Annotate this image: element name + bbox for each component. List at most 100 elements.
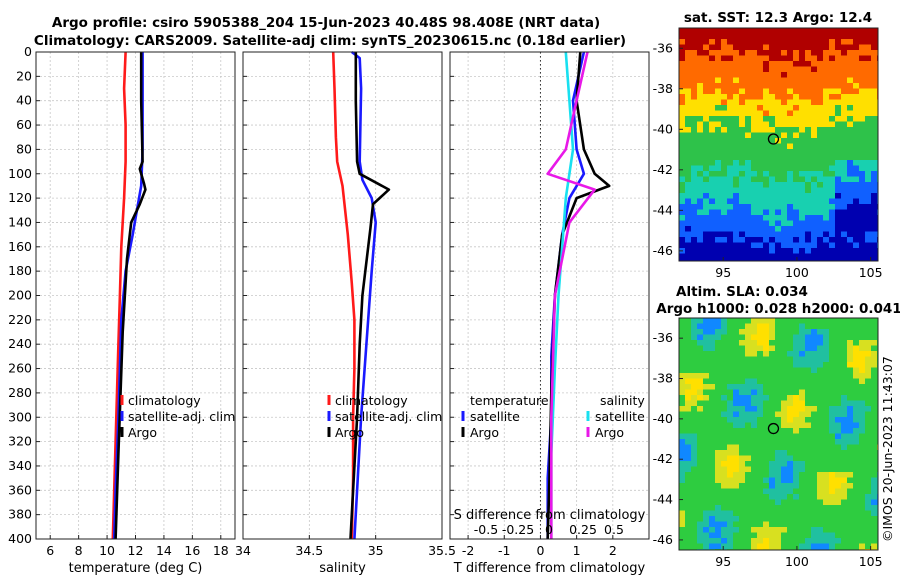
map-cell [775,477,782,484]
map-cell [781,510,788,517]
map-cell [847,510,854,517]
map-cell [871,455,878,462]
map-cell [853,406,860,412]
map-cell [775,44,782,51]
map-cell [751,532,758,539]
x-tick-label: -1 [498,543,510,558]
map-cell [691,198,698,205]
map-cell [781,165,788,172]
map-cell [817,149,824,155]
map-cell [847,55,854,62]
map-cell [703,439,710,445]
map-cell [793,187,800,194]
map-cell [799,204,806,210]
map-cell [817,450,824,456]
map-cell [835,527,842,533]
map-cell [739,33,746,40]
map-cell [829,259,836,262]
map-cell [847,77,854,84]
map-cell [739,110,746,117]
map-cell [715,160,722,166]
secondary-tick-label: 0.5 [604,522,624,537]
map-cell [799,259,806,262]
map-cell [769,411,776,418]
map-cell [853,83,860,89]
map-cell [805,138,812,144]
map-cell [811,510,818,517]
map-cell [799,149,806,155]
map-cell [781,226,788,232]
map-cell [775,400,782,407]
map-cell [853,50,860,56]
map-cell [733,138,740,144]
map-cell [799,198,806,205]
map-cell [823,538,830,544]
map-cell [745,439,752,445]
map-cell [679,499,686,506]
map-cell [757,138,764,144]
map-cell [685,116,692,122]
map-cell [871,483,878,489]
map-cell [679,450,686,456]
map-cell [835,198,842,205]
map-cell [811,422,818,429]
map-cell [811,61,818,67]
map-cell [847,99,854,106]
map-cell [811,378,818,385]
map-cell [859,521,866,528]
map-cell [859,505,866,511]
map-cell [865,367,872,374]
map-cell [697,494,704,500]
map-cell [679,33,686,40]
map-cell [799,61,806,67]
map-cell [805,428,812,434]
map-cell [817,215,824,221]
map-cell [721,176,728,183]
map-cell [793,483,800,489]
map-cell [745,389,752,396]
map-cell [841,378,848,385]
map-cell [781,209,788,216]
map-cell [823,477,830,484]
map-cell [679,538,686,544]
map-cell [781,61,788,67]
map-cell [865,171,872,177]
map-cell [853,143,860,150]
map-cell [775,204,782,210]
map-cell [823,494,830,500]
map-cell [835,94,842,100]
map-cell [727,171,734,177]
map-cell [757,318,764,324]
map-cell [811,242,818,249]
map-cell [745,127,752,133]
map-cell [769,450,776,456]
map-cell [775,505,782,511]
map-cell [817,182,824,188]
map-cell [733,532,740,539]
map-cell [697,72,704,78]
map-cell [739,340,746,346]
map-cell [811,143,818,150]
map-cell [829,417,836,423]
map-cell [697,477,704,484]
map-cell [697,259,704,262]
map-cell [709,248,716,254]
map-cell [757,428,764,434]
map-cell [823,209,830,216]
map-cell [787,411,794,418]
map-cell [865,154,872,161]
map-cell [829,395,836,401]
map-cell [859,55,866,62]
map-cell [859,72,866,78]
map-cell [781,488,788,495]
map-cell [745,215,752,221]
map-cell [859,28,866,34]
legend-group-title: salinity [600,393,645,408]
map-cell [769,362,776,368]
map-cell [763,127,770,133]
map-cell [703,351,710,357]
map-cell [865,538,872,544]
map-cell [745,132,752,139]
map-cell [775,110,782,117]
map-cell [739,455,746,462]
